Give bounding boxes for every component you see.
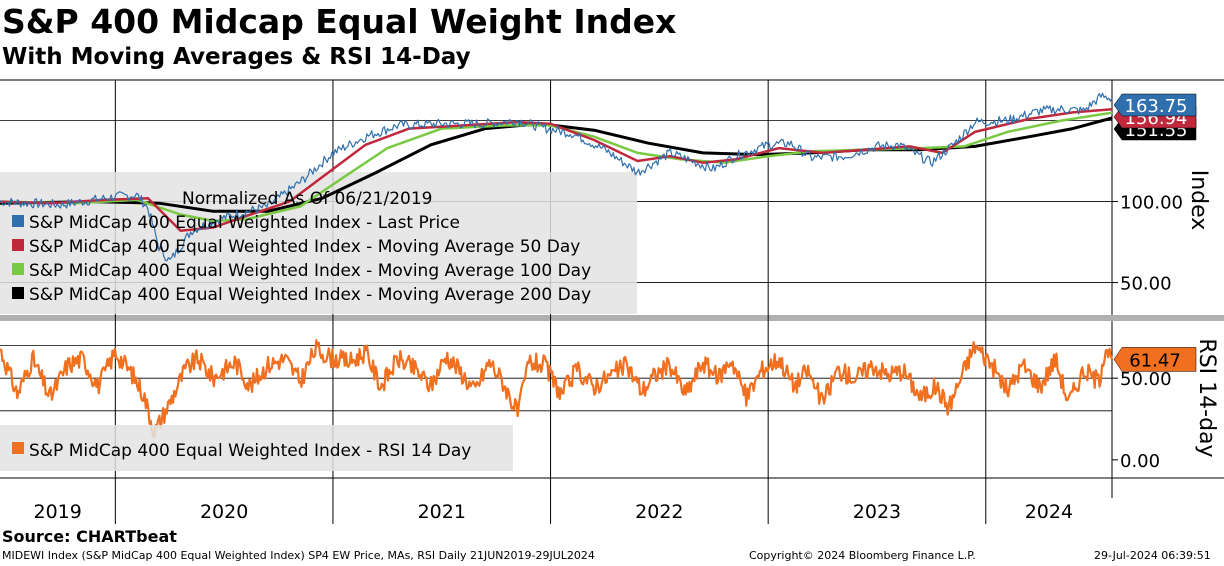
rsi-last-value-tag [1113,347,1197,372]
x-tick-label: 2022 [635,501,683,523]
rsi-last-value-text: 61.47 [1129,350,1181,371]
last-value-label: 163.75 [1113,93,1197,117]
x-tick-label: 2021 [418,501,466,523]
rsi-series-line [0,339,1114,438]
legend-swatch [12,287,24,299]
legend-swatch [12,239,24,251]
footer-copyright: Copyright© 2024 Bloomberg Finance L.P. [749,549,976,562]
x-tick-label: 2020 [200,501,248,523]
legend-entry: S&P MidCap 400 Equal Weighted Index - Mo… [29,285,591,305]
rsi-tick-label: 50.00 [1120,369,1172,390]
chart-subtitle: With Moving Averages & RSI 14-Day [2,44,471,70]
rsi-tick-label: 0.00 [1120,451,1160,472]
price-series-line [0,92,1113,262]
chart-title: S&P 400 Midcap Equal Weight Index [2,2,677,41]
source-label: Source: CHARTbeat [2,527,177,546]
y-tick-label: 100.00 [1120,193,1183,214]
legend-entry: S&P MidCap 400 Equal Weighted Index - Mo… [29,237,580,257]
legend-entry: S&P MidCap 400 Equal Weighted Index - La… [29,213,460,233]
price-series-line [0,108,1113,232]
footer-timestamp: 29-Jul-2024 06:39:51 [1094,549,1211,562]
x-tick-label: 2024 [1025,501,1073,523]
rsi-axis-title: RSI 14-day [1194,338,1219,457]
legend-entry: S&P MidCap 400 Equal Weighted Index - Mo… [29,261,591,281]
y-axis-title: Index [1186,170,1211,231]
legend-swatch [12,263,24,275]
y-tick-label: 50.00 [1120,274,1172,295]
footer-description: MIDEWI Index (S&P MidCap 400 Equal Weigh… [2,549,595,562]
legend-entry: S&P MidCap 400 Equal Weighted Index - RS… [29,441,471,461]
price-legend-title: Normalized As Of 06/21/2019 [182,189,432,209]
last-value-text: 163.75 [1125,96,1188,117]
legend-swatch [12,442,24,454]
panel-divider [0,315,1224,321]
legend-swatch [12,215,24,227]
x-tick-label: 2023 [853,501,901,523]
last-value-tag [1113,93,1197,117]
x-tick-label: 2019 [33,501,81,523]
rsi-legend-box [0,425,513,471]
